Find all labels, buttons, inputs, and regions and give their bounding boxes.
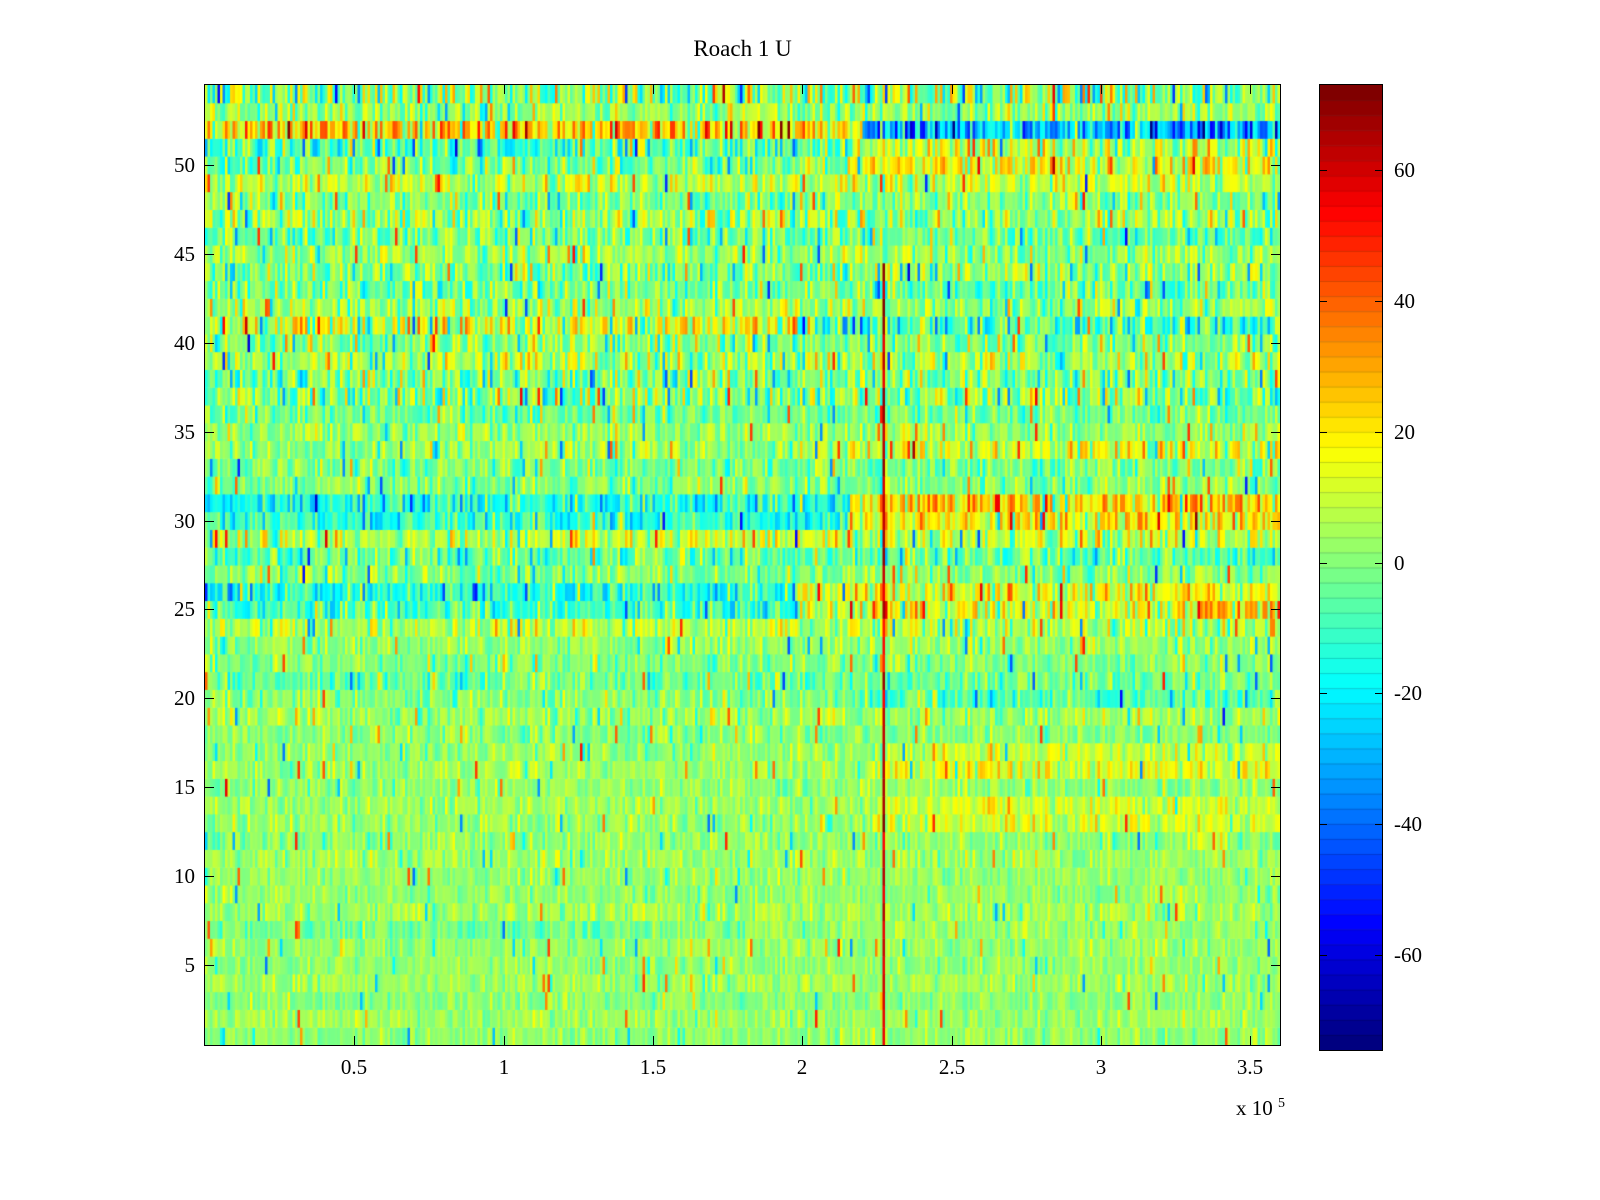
x-axis-tick-mark-top (802, 85, 803, 94)
y-axis-tick-mark-right (1271, 609, 1280, 610)
y-tick-label: 15 (174, 775, 195, 799)
colorbar-tick-label: 0 (1394, 551, 1405, 575)
y-tick-label: 40 (174, 331, 195, 355)
colorbar-tick-label: -20 (1394, 681, 1422, 705)
y-axis-tick-mark (205, 876, 214, 877)
colorbar-tick-mark (1375, 170, 1382, 171)
y-axis-tick-mark-right (1271, 965, 1280, 966)
x-axis-tick-mark-top (952, 85, 953, 94)
y-tick-label: 10 (174, 864, 195, 888)
colorbar-tick-label: 60 (1394, 158, 1415, 182)
colorbar-tick-mark-left (1320, 693, 1327, 694)
y-axis-tick-mark (205, 432, 214, 433)
colorbar-tick-mark-left (1320, 432, 1327, 433)
y-axis-tick-mark-right (1271, 876, 1280, 877)
y-tick-label: 50 (174, 153, 195, 177)
colorbar-tick-mark-left (1320, 563, 1327, 564)
x-axis-tick-mark (802, 1036, 803, 1045)
x-axis-tick-mark (1101, 1036, 1102, 1045)
y-axis-tick-mark (205, 965, 214, 966)
y-tick-label: 30 (174, 509, 195, 533)
x-axis-tick-mark (1250, 1036, 1251, 1045)
x-axis-tick-mark (354, 1036, 355, 1045)
x-tick-label: 3 (1095, 1055, 1107, 1079)
x-axis-exponent-label: x 10 5 (1160, 1096, 1285, 1121)
colorbar-tick-mark (1375, 301, 1382, 302)
heatmap-canvas (205, 85, 1280, 1045)
plot-area (204, 84, 1281, 1046)
x-axis-tick-mark (653, 1036, 654, 1045)
colorbar-tick-label: -40 (1394, 812, 1422, 836)
y-axis-tick-mark-right (1271, 521, 1280, 522)
chart-title: Roach 1 U (693, 36, 792, 61)
colorbar-tick-mark-left (1320, 301, 1327, 302)
colorbar-tick-label: -60 (1394, 943, 1422, 967)
x-tick-label: 2 (796, 1055, 808, 1079)
y-tick-label: 45 (174, 242, 195, 266)
x-axis-tick-mark-top (1250, 85, 1251, 94)
x-axis-tick-mark-top (653, 85, 654, 94)
y-axis-tick-mark-right (1271, 165, 1280, 166)
colorbar-tick-label: 20 (1394, 420, 1415, 444)
y-tick-label: 25 (174, 597, 195, 621)
colorbar-tick-label: 40 (1394, 289, 1415, 313)
x-tick-label: 2.5 (938, 1055, 966, 1079)
y-axis-tick-mark-right (1271, 698, 1280, 699)
x-axis-tick-mark-top (504, 85, 505, 94)
y-axis-tick-mark (205, 343, 214, 344)
x-exponent-power: 5 (1278, 1096, 1285, 1111)
colorbar-tick-mark (1375, 955, 1382, 956)
colorbar-tick-mark-left (1320, 824, 1327, 825)
colorbar-canvas (1320, 85, 1382, 1050)
y-tick-label: 20 (174, 686, 195, 710)
x-tick-label: 0.5 (340, 1055, 368, 1079)
colorbar-tick-mark (1375, 432, 1382, 433)
colorbar-tick-mark (1375, 824, 1382, 825)
x-tick-label: 1 (498, 1055, 510, 1079)
colorbar-tick-mark (1375, 693, 1382, 694)
y-axis-tick-mark-right (1271, 343, 1280, 344)
colorbar-tick-mark-left (1320, 955, 1327, 956)
y-axis-tick-mark-right (1271, 432, 1280, 433)
x-axis-tick-mark-top (354, 85, 355, 94)
y-axis-tick-mark (205, 698, 214, 699)
x-exponent-prefix: x 10 (1236, 1096, 1273, 1120)
x-axis-tick-mark (504, 1036, 505, 1045)
y-axis-tick-mark (205, 609, 214, 610)
y-axis-tick-mark (205, 787, 214, 788)
colorbar-tick-mark-left (1320, 170, 1327, 171)
colorbar (1319, 84, 1383, 1051)
y-tick-label: 35 (174, 420, 195, 444)
y-axis-tick-mark (205, 254, 214, 255)
y-axis-tick-mark-right (1271, 787, 1280, 788)
y-axis-tick-mark (205, 521, 214, 522)
y-axis-tick-mark (205, 165, 214, 166)
x-axis-tick-mark (952, 1036, 953, 1045)
x-tick-label: 3.5 (1236, 1055, 1264, 1079)
colorbar-tick-mark (1375, 563, 1382, 564)
x-tick-label: 1.5 (639, 1055, 667, 1079)
y-axis-tick-mark-right (1271, 254, 1280, 255)
y-tick-label: 5 (184, 953, 196, 977)
x-axis-tick-mark-top (1101, 85, 1102, 94)
